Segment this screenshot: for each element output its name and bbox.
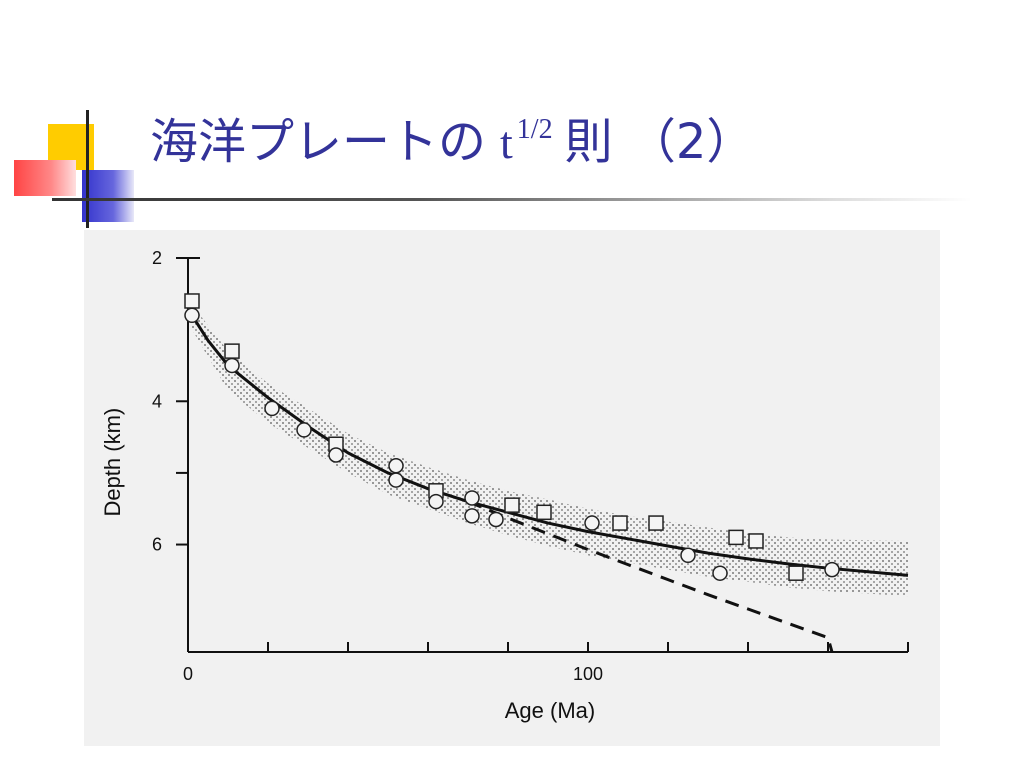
slide-title-variable: t	[500, 117, 513, 168]
data-point-square	[788, 565, 804, 581]
data-point-circle	[680, 547, 696, 564]
y-tick-label: 4	[152, 391, 162, 411]
data-point-circle	[224, 357, 240, 374]
decor-red-block	[14, 160, 76, 196]
data-point-circle	[488, 511, 504, 528]
data-point-square	[648, 515, 664, 531]
data-point-circle	[712, 565, 728, 581]
data-point-square	[536, 504, 552, 521]
data-point-circle	[328, 447, 344, 463]
slide-title-main: 海洋プレートの	[150, 114, 487, 170]
data-point-circle	[464, 490, 480, 506]
data-point-square	[184, 293, 200, 309]
data-point-circle	[388, 472, 404, 488]
decor-vertical-rule	[86, 110, 89, 228]
data-point-square	[728, 529, 744, 546]
model-curve-dashed	[467, 500, 834, 653]
data-point-circle	[264, 400, 280, 417]
data-point-circle	[296, 422, 312, 438]
data-point-circle	[428, 493, 444, 510]
data-point-circle	[184, 307, 200, 324]
data-point-circle	[824, 561, 840, 578]
y-tick-label: 2	[152, 248, 162, 268]
data-point-square	[504, 497, 520, 513]
depth-age-chart: 2 4 6 0 100 Age (Ma) Depth (km)	[100, 248, 909, 723]
slide-title: 海洋プレートの t 1/2 則 （2）	[150, 100, 754, 170]
data-point-square	[748, 533, 764, 549]
data-point-circle	[388, 457, 404, 474]
slide-title-exponent: 1/2	[516, 114, 553, 145]
x-tick-label: 0	[183, 664, 193, 684]
uncertainty-band	[192, 304, 908, 597]
data-point-circle	[584, 515, 600, 531]
x-tick-label: 100	[573, 664, 603, 684]
decor-blue-block	[82, 170, 134, 222]
y-axis-title: Depth (km)	[100, 408, 125, 517]
scanned-figure: 2 4 6 0 100 Age (Ma) Depth (km)	[84, 230, 940, 746]
y-tick-label: 6	[152, 535, 162, 555]
x-axis-title: Age (Ma)	[505, 698, 595, 723]
title-underline-rule	[52, 198, 972, 201]
data-point-circle	[464, 508, 480, 524]
data-point-square	[224, 343, 240, 359]
slide-title-suffix: 則 （2）	[564, 114, 755, 170]
data-point-square	[612, 515, 628, 531]
